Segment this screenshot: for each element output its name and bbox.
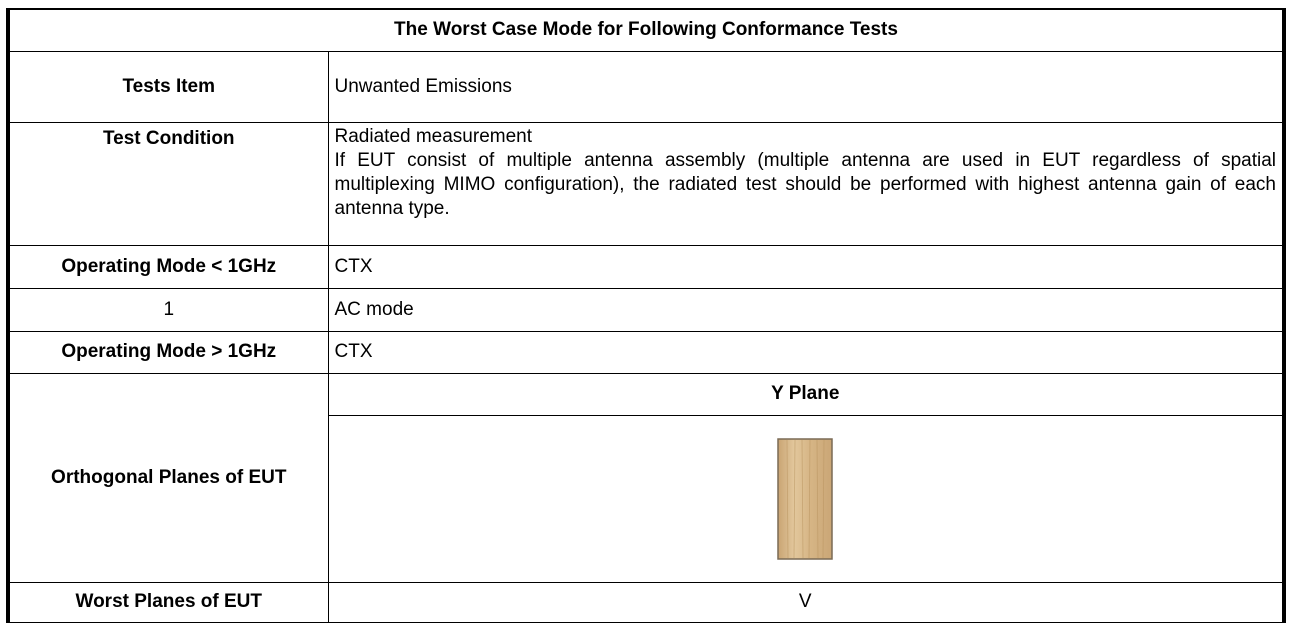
row-label: Orthogonal Planes of EUT bbox=[8, 373, 328, 582]
row-label: Tests Item bbox=[8, 51, 328, 122]
condition-line: Radiated measurement bbox=[335, 125, 1277, 149]
row-value: Unwanted Emissions bbox=[328, 51, 1284, 122]
row-label: Operating Mode < 1GHz bbox=[8, 245, 328, 288]
row-value: AC mode bbox=[328, 288, 1284, 331]
eut-image bbox=[777, 438, 833, 560]
row-label: Worst Planes of EUT bbox=[8, 582, 328, 622]
worst-case-table: The Worst Case Mode for Following Confor… bbox=[6, 8, 1286, 623]
plane-image-cell bbox=[328, 415, 1284, 582]
row-value: Radiated measurement If EUT consist of m… bbox=[328, 122, 1284, 245]
row-value: CTX bbox=[328, 245, 1284, 288]
page: The Worst Case Mode for Following Confor… bbox=[0, 0, 1290, 621]
table-title: The Worst Case Mode for Following Confor… bbox=[8, 9, 1284, 51]
condition-text: If EUT consist of multiple antenna assem… bbox=[335, 149, 1277, 221]
plane-header: Y Plane bbox=[328, 373, 1284, 415]
row-value: V bbox=[328, 582, 1284, 622]
row-value: CTX bbox=[328, 331, 1284, 373]
row-label: 1 bbox=[8, 288, 328, 331]
row-label: Test Condition bbox=[8, 122, 328, 245]
row-label: Operating Mode > 1GHz bbox=[8, 331, 328, 373]
